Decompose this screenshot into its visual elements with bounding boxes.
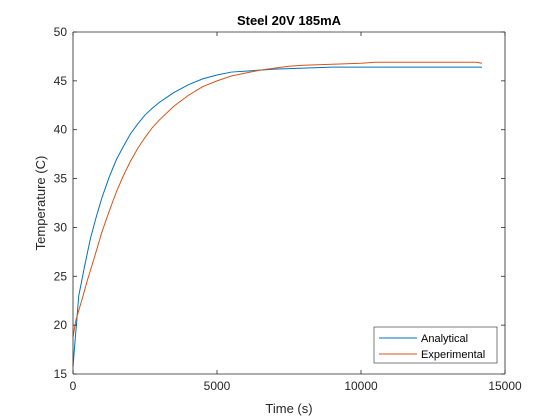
legend-label-analytical: Analytical bbox=[421, 333, 468, 345]
x-axis-label: Time (s) bbox=[265, 401, 312, 416]
y-tick-label: 45 bbox=[54, 74, 68, 88]
legend-label-experimental: Experimental bbox=[421, 349, 485, 361]
x-tick-label: 0 bbox=[70, 379, 77, 393]
y-tick-label: 35 bbox=[54, 172, 68, 186]
y-tick-label: 25 bbox=[54, 269, 68, 283]
x-tick-label: 15000 bbox=[488, 379, 522, 393]
y-tick-label: 30 bbox=[54, 220, 68, 234]
y-tick-label: 40 bbox=[54, 123, 68, 137]
x-tick-label: 10000 bbox=[344, 379, 378, 393]
y-tick-label: 15 bbox=[54, 367, 68, 381]
chart-title: Steel 20V 185mA bbox=[237, 13, 342, 28]
y-axis-label: Temperature (C) bbox=[33, 156, 48, 251]
legend: Analytical Experimental bbox=[374, 327, 497, 363]
y-tick-label: 20 bbox=[54, 318, 68, 332]
y-tick-label: 50 bbox=[54, 25, 68, 39]
x-tick-label: 5000 bbox=[204, 379, 231, 393]
plot-area bbox=[73, 32, 505, 374]
